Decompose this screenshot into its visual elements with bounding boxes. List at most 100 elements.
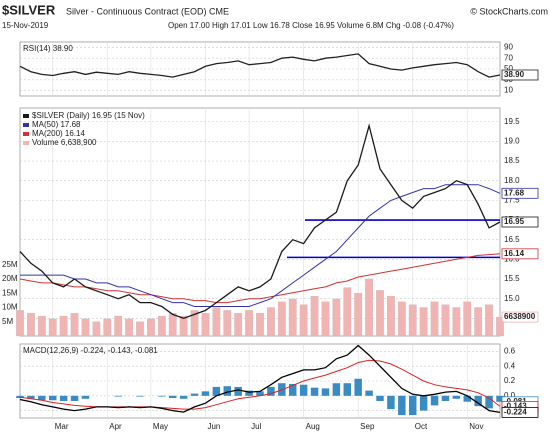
bar xyxy=(398,395,406,416)
bar xyxy=(168,395,177,399)
legend-label: MA(200) 16.14 xyxy=(32,129,85,138)
quote: Open 17.00 High 17.01 Low 16.78 Close 16… xyxy=(168,21,454,30)
x-tick-label: Jul xyxy=(251,422,261,431)
x-tick-label: Sep xyxy=(360,422,375,431)
last-value-box xyxy=(501,248,539,260)
bar xyxy=(81,395,90,399)
bar xyxy=(408,304,417,337)
bar xyxy=(354,293,363,337)
bar xyxy=(179,315,188,337)
bar xyxy=(288,298,297,337)
bar xyxy=(136,321,144,337)
subtitle: Silver - Continuous Contract (EOD) CME xyxy=(66,6,229,16)
bar xyxy=(27,313,35,337)
last-value-label: 17.68 xyxy=(504,188,525,197)
bar xyxy=(288,383,297,396)
bar xyxy=(245,390,253,396)
bar xyxy=(234,386,242,396)
y-tick-label: 15.5 xyxy=(504,274,520,283)
bar xyxy=(267,386,275,396)
bar xyxy=(48,395,57,401)
y2-tick-label: 15M xyxy=(2,288,18,297)
x-tick-label: May xyxy=(153,422,168,431)
bar xyxy=(474,307,483,337)
panel-frame xyxy=(19,107,501,337)
legend-swatch xyxy=(23,132,29,136)
bar xyxy=(376,395,384,401)
last-value-label: 16.14 xyxy=(504,249,525,258)
bar xyxy=(70,395,79,401)
bar xyxy=(485,395,493,409)
last-value-label: 16.95 xyxy=(504,217,525,226)
bar xyxy=(16,395,24,399)
bar xyxy=(321,388,330,396)
bar xyxy=(190,393,199,396)
x-tick-label: Oct xyxy=(415,422,428,431)
y-tick-label: 50 xyxy=(504,64,513,73)
bar xyxy=(103,318,112,337)
bar xyxy=(419,307,428,337)
bar xyxy=(256,313,264,337)
x-tick-label: Apr xyxy=(109,422,122,431)
bar xyxy=(212,307,221,337)
bar xyxy=(27,395,35,399)
y-tick-label: 16.5 xyxy=(504,235,520,244)
date: 15-Nov-2019 xyxy=(2,21,49,30)
legend-label: $SILVER (Daily) 16.95 (15 Nov) xyxy=(32,111,145,120)
y-tick-label: 0.4 xyxy=(504,361,516,370)
bar xyxy=(38,395,46,401)
bar xyxy=(430,301,439,337)
series-line xyxy=(20,184,501,307)
y-tick-label: 19.0 xyxy=(504,137,520,146)
last-value-label: 6638900 xyxy=(504,312,536,321)
series-line xyxy=(19,344,501,414)
bar xyxy=(441,395,450,401)
bar xyxy=(321,301,330,337)
bar xyxy=(463,395,472,402)
y-tick-label: 18.5 xyxy=(504,156,520,165)
last-value-label: 38.90 xyxy=(504,70,525,79)
bar xyxy=(496,316,504,337)
y-tick-label: 0.6 xyxy=(504,347,516,356)
bar xyxy=(387,395,395,410)
y-tick-label: 15.0 xyxy=(504,294,520,303)
bar xyxy=(496,395,504,402)
bar xyxy=(201,313,210,337)
last-value-box xyxy=(501,69,539,81)
bar xyxy=(430,395,439,406)
legend-label: MA(50) 17.68 xyxy=(32,120,81,129)
bar xyxy=(179,395,188,399)
y-tick-label: 0.0 xyxy=(504,391,516,400)
last-value-box xyxy=(501,406,539,418)
y-tick-label: 18.0 xyxy=(504,176,520,185)
bar xyxy=(37,315,46,337)
series-line xyxy=(19,123,501,319)
panel-title: MACD(12,26,9) -0.224, -0.143, -0.081 xyxy=(23,346,158,355)
bar xyxy=(343,383,352,396)
bar xyxy=(299,384,308,396)
bar xyxy=(59,395,68,401)
bar xyxy=(234,313,243,337)
bar xyxy=(201,391,210,396)
x-tick-label: Nov xyxy=(469,422,483,431)
legend-swatch xyxy=(23,123,29,127)
legend-label: Volume 6,638,900 xyxy=(32,138,97,147)
bar xyxy=(485,304,493,337)
x-tick-label: Aug xyxy=(306,422,320,431)
legend-swatch xyxy=(23,114,29,118)
y2-tick-label: 20M xyxy=(2,274,18,283)
symbol: $SILVER xyxy=(2,2,56,17)
bar xyxy=(168,313,177,337)
bar xyxy=(441,304,450,337)
bar xyxy=(59,315,68,337)
bar xyxy=(310,295,319,337)
bar xyxy=(332,383,341,396)
bar xyxy=(299,304,308,337)
bar xyxy=(223,310,232,337)
y-tick-label: 17.5 xyxy=(504,195,520,204)
bar xyxy=(277,301,286,337)
y-tick-label: 0.2 xyxy=(504,376,516,385)
bar xyxy=(157,315,166,337)
bar xyxy=(387,295,395,337)
bar xyxy=(136,395,144,397)
